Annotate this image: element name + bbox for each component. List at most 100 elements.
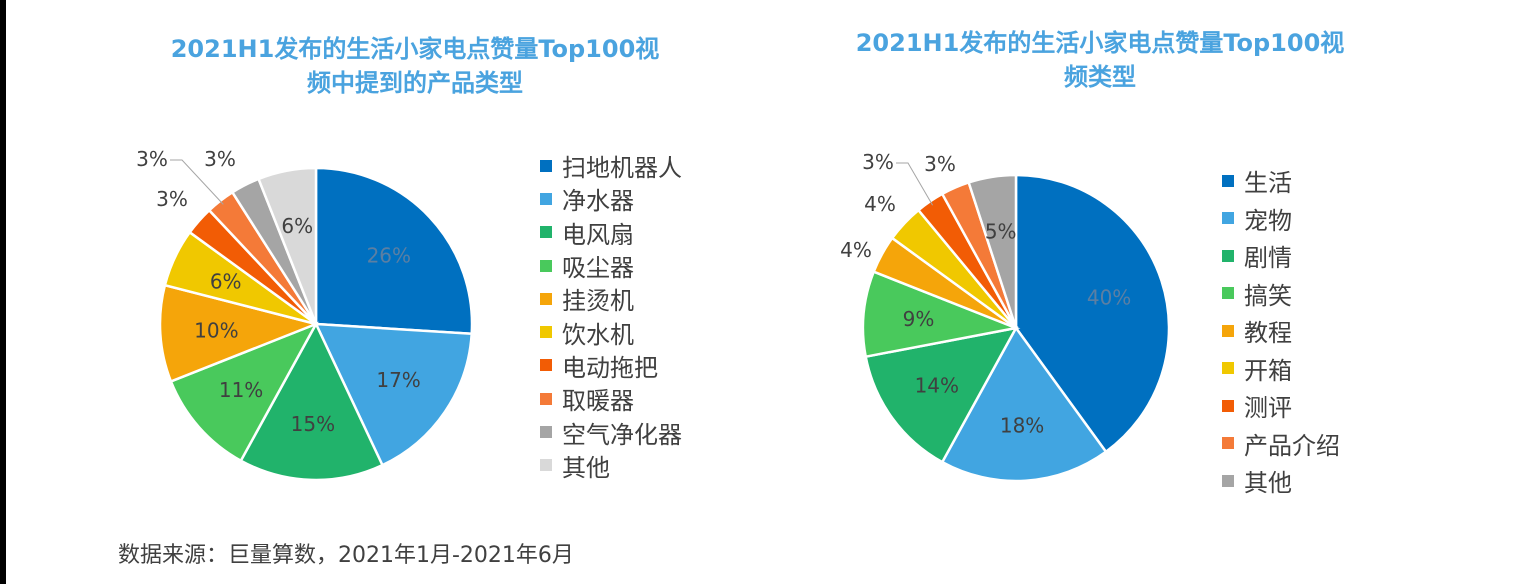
legend-label: 吸尘器: [562, 254, 634, 283]
pie-slice-1: [314, 166, 474, 336]
slice-label-1: 26%: [367, 244, 411, 268]
slice-label-4: 11%: [219, 378, 263, 402]
left-edge-bar: [0, 0, 6, 584]
legend-item: 开箱: [1222, 350, 1340, 388]
legend-item: 产品介绍: [1222, 425, 1340, 463]
chart-title-line-2: 频类型: [1064, 63, 1136, 91]
legend-label: 扫地机器人: [562, 154, 682, 183]
pie-slice-1: [1014, 173, 1171, 454]
legend-swatch: [1222, 249, 1234, 262]
slice-label-7: 3%: [156, 187, 188, 211]
legend-swatch: [1222, 362, 1234, 375]
legend-swatch: [540, 292, 552, 305]
pie-slice-10: [256, 166, 318, 325]
chart-title-line-2: 频中提到的产品类型: [307, 69, 523, 97]
pie-slice-4: [861, 270, 1021, 359]
legend-item: 饮水机: [540, 315, 682, 349]
pie-slice-4: [169, 321, 319, 463]
legend-label: 教程: [1244, 319, 1292, 348]
legend-item: 净水器: [540, 182, 682, 215]
legend-swatch: [540, 326, 552, 339]
pie-chart-video-types: 40% 18% 14% 9% 4% 4% 3% 3% 5%: [840, 150, 1171, 483]
legend-item: 剧情: [1222, 237, 1340, 275]
slice-label-3: 15%: [291, 412, 335, 436]
legend-swatch: [1222, 287, 1234, 300]
legend-label: 电风扇: [562, 220, 634, 249]
legend-label: 电动拖把: [562, 353, 658, 382]
legend-item: 吸尘器: [540, 249, 682, 282]
legend-label: 饮水机: [562, 320, 634, 349]
legend-label: 生活: [1244, 169, 1292, 198]
legend-swatch: [1222, 399, 1234, 412]
pie-slice-5: [158, 283, 321, 384]
legend-swatch: [540, 159, 552, 172]
leader-line: [170, 159, 224, 205]
legend-item: 空气净化器: [540, 415, 682, 449]
legend-label: 宠物: [1244, 206, 1292, 235]
legend-swatch: [540, 226, 552, 239]
slice-label-5: 4%: [840, 238, 872, 262]
chart-title-line-1: 2021H1发布的生活小家电点赞量Top100视: [855, 29, 1345, 57]
slice-label-9: 3%: [204, 147, 236, 171]
leader-line: [896, 162, 934, 206]
legend-label: 取暖器: [562, 387, 634, 416]
data-source-note: 数据来源：巨量算数，2021年1月-2021年6月: [118, 543, 574, 568]
pie-slice-3: [239, 321, 385, 482]
slice-label-3: 14%: [915, 374, 959, 398]
legend-item: 扫地机器人: [540, 149, 682, 182]
legend-label: 开箱: [1244, 356, 1292, 385]
legend-label: 测评: [1244, 394, 1292, 423]
legend-label: 产品介绍: [1244, 431, 1340, 460]
legend-label: 其他: [1244, 469, 1292, 498]
slice-label-6: 6%: [210, 270, 242, 294]
chart-title-video-types: 2021H1发布的生活小家电点赞量Top100视 频类型: [800, 26, 1400, 94]
slice-label-1: 40%: [1087, 286, 1131, 310]
slice-label-10: 6%: [281, 214, 313, 238]
chart-title-product-types: 2021H1发布的生活小家电点赞量Top100视 频中提到的产品类型: [120, 32, 710, 100]
legend-swatch: [540, 426, 552, 439]
slice-label-9: 5%: [985, 219, 1017, 243]
legend-swatch: [1222, 324, 1234, 337]
legend-swatch: [1222, 174, 1234, 187]
legend-swatch: [540, 392, 552, 405]
slice-label-8: 3%: [136, 147, 168, 171]
legend-item: 电动拖把: [540, 349, 682, 382]
legend-item: 教程: [1222, 312, 1340, 350]
slice-label-4: 9%: [903, 307, 935, 331]
legend-video-types: 生活宠物剧情搞笑教程开箱测评产品介绍其他: [1222, 162, 1340, 500]
slice-label-8: 3%: [924, 152, 956, 176]
legend-swatch: [1222, 474, 1234, 487]
pie-chart-product-types: 26% 17% 15% 11% 10% 6% 3% 3% 3% 6%: [136, 147, 474, 482]
legend-label: 其他: [562, 453, 610, 482]
pie-slice-2: [940, 325, 1108, 483]
legend-swatch: [540, 192, 552, 205]
legend-label: 空气净化器: [562, 420, 682, 449]
slice-label-5: 10%: [194, 318, 238, 342]
legend-item: 其他: [540, 449, 682, 482]
legend-item: 生活: [1222, 162, 1340, 200]
legend-item: 电风扇: [540, 216, 682, 249]
legend-label: 净水器: [562, 187, 634, 216]
pie-slice-3: [864, 326, 1019, 464]
chart-title-line-1: 2021H1发布的生活小家电点赞量Top100视: [170, 35, 660, 63]
legend-item: 取暖器: [540, 382, 682, 415]
legend-item: 其他: [1222, 462, 1340, 500]
slice-label-7: 3%: [862, 150, 894, 174]
pie-slice-9: [967, 173, 1018, 329]
legend-label: 搞笑: [1244, 281, 1292, 310]
legend-item: 测评: [1222, 387, 1340, 425]
legend-swatch: [1222, 437, 1234, 450]
legend-item: 挂烫机: [540, 282, 682, 315]
slice-label-6: 4%: [864, 192, 896, 216]
legend-label: 挂烫机: [562, 287, 634, 316]
slice-label-2: 18%: [1000, 414, 1044, 438]
legend-item: 宠物: [1222, 200, 1340, 238]
legend-label: 剧情: [1244, 244, 1292, 273]
legend-product-types: 扫地机器人净水器电风扇吸尘器挂烫机饮水机电动拖把取暖器空气净化器其他: [540, 149, 682, 482]
legend-swatch: [540, 359, 552, 372]
legend-swatch: [540, 459, 552, 472]
slice-label-2: 17%: [376, 368, 420, 392]
legend-swatch: [540, 259, 552, 272]
pie-slice-2: [313, 322, 474, 467]
legend-item: 搞笑: [1222, 275, 1340, 313]
